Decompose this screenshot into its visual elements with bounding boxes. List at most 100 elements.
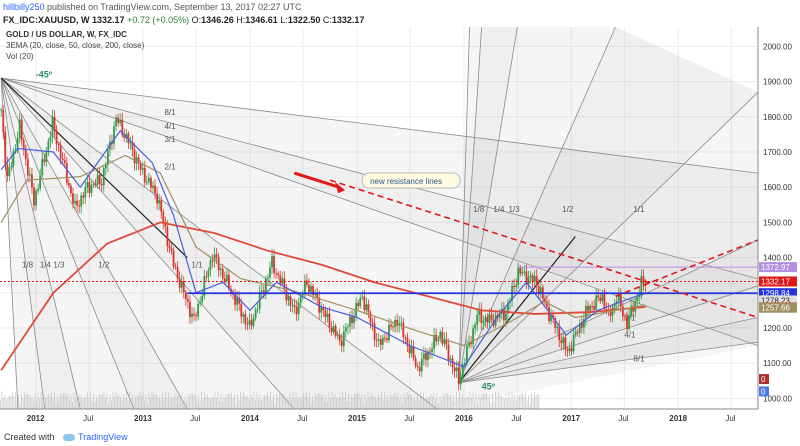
candle-body	[115, 117, 117, 127]
candle-body	[295, 306, 298, 315]
candle-body	[252, 318, 255, 326]
candle-body	[35, 190, 37, 206]
volume-bar	[420, 391, 421, 409]
volume-bar	[160, 400, 162, 409]
price-label-box	[759, 288, 797, 299]
candle-body	[6, 163, 9, 177]
candle-body	[615, 300, 618, 304]
volume-bar	[372, 395, 373, 409]
candle-body	[234, 294, 236, 305]
tradingview-brand[interactable]: TradingView	[78, 432, 128, 442]
candle-body	[277, 273, 280, 276]
volume-bar	[423, 392, 424, 409]
volume-bar	[250, 394, 252, 409]
candle-body	[94, 183, 97, 185]
candle-body	[439, 332, 442, 340]
candle-body	[412, 346, 415, 359]
volume-bar	[535, 395, 537, 409]
volume-bar	[495, 391, 496, 409]
candle-body	[80, 195, 83, 207]
volume-bar	[445, 392, 447, 409]
volume-bar	[537, 393, 538, 409]
volume-bar	[366, 400, 367, 409]
candle-body	[572, 335, 575, 352]
candle-body	[289, 296, 292, 306]
volume-bar	[417, 392, 418, 409]
fan-bottom-ray-label: 1/2	[562, 205, 574, 214]
volume-bar	[141, 396, 142, 409]
indicator-ema-label: 3EMA (20, close, 50, close, 200, close)	[6, 41, 145, 50]
fan-top-angle-label: -45º	[36, 69, 53, 79]
candle-body	[406, 337, 409, 347]
volume-bar	[150, 398, 151, 409]
volume-bar	[343, 397, 345, 409]
volume-bar	[474, 401, 475, 409]
volume-bar	[370, 392, 372, 409]
candle-body	[182, 281, 185, 293]
candle-body	[92, 183, 95, 186]
candle-body	[527, 277, 530, 285]
volume-bar	[388, 400, 390, 409]
volume-bar	[69, 400, 70, 409]
trend-line	[458, 236, 576, 383]
fan-top-ray	[0, 77, 188, 409]
x-tick-label: 2012	[27, 414, 45, 423]
volume-bar	[429, 396, 430, 409]
candle-body	[139, 163, 142, 170]
volume-bar	[460, 397, 462, 409]
candle-body	[158, 200, 161, 204]
candle-body	[104, 164, 107, 169]
candle-body	[70, 185, 72, 194]
volume-bar	[261, 400, 262, 409]
volume-bar	[28, 394, 30, 409]
volume-bar	[493, 400, 495, 409]
fan-top-ray	[0, 78, 19, 409]
publish-bar: hillbilly250 published on TradingView.co…	[0, 0, 800, 14]
candle-body	[371, 322, 374, 324]
volume-bar	[424, 398, 426, 409]
volume-bar	[255, 399, 256, 409]
volume-bar	[283, 394, 285, 409]
fan-top-ray	[1, 77, 758, 347]
candle-body	[86, 181, 89, 188]
candle-body	[221, 268, 224, 279]
volume-bar	[510, 399, 511, 409]
volume-bar	[48, 393, 49, 409]
candle-body	[410, 346, 413, 354]
last-price: 1332.17	[92, 15, 125, 25]
volume-bar	[333, 396, 334, 409]
candle-body	[320, 307, 323, 313]
candle-body	[246, 323, 249, 325]
volume-bar	[54, 392, 55, 409]
volume-bar	[472, 391, 474, 409]
volume-bar	[267, 392, 268, 409]
candle-body	[287, 296, 290, 301]
volume-bar	[43, 396, 45, 409]
candle-body	[16, 138, 19, 150]
candle-body	[424, 353, 427, 361]
volume-bar	[234, 394, 235, 409]
candle-body	[24, 149, 27, 160]
volume-bar	[289, 392, 291, 409]
volume-bar	[292, 391, 294, 409]
volume-bar	[195, 394, 196, 409]
volume-bar	[496, 396, 498, 409]
volume-bar	[345, 391, 346, 409]
volume-bar	[456, 391, 457, 409]
candle-body	[273, 255, 275, 273]
volume-bar	[6, 400, 7, 409]
author-name[interactable]: hillbilly250	[3, 2, 45, 12]
candle-body	[312, 286, 314, 296]
candle-body	[2, 109, 5, 133]
volume-bar	[58, 400, 60, 409]
candle-body	[145, 182, 148, 184]
volume-bar	[253, 391, 255, 409]
volume-bar	[505, 394, 507, 409]
volume-bar	[387, 394, 388, 409]
x-tick-label: Jul	[83, 414, 93, 423]
fan-top-ray-label: 1/8	[22, 260, 34, 269]
volume-bar	[529, 403, 531, 409]
candle-body	[525, 271, 528, 285]
volume-bar	[183, 402, 184, 409]
